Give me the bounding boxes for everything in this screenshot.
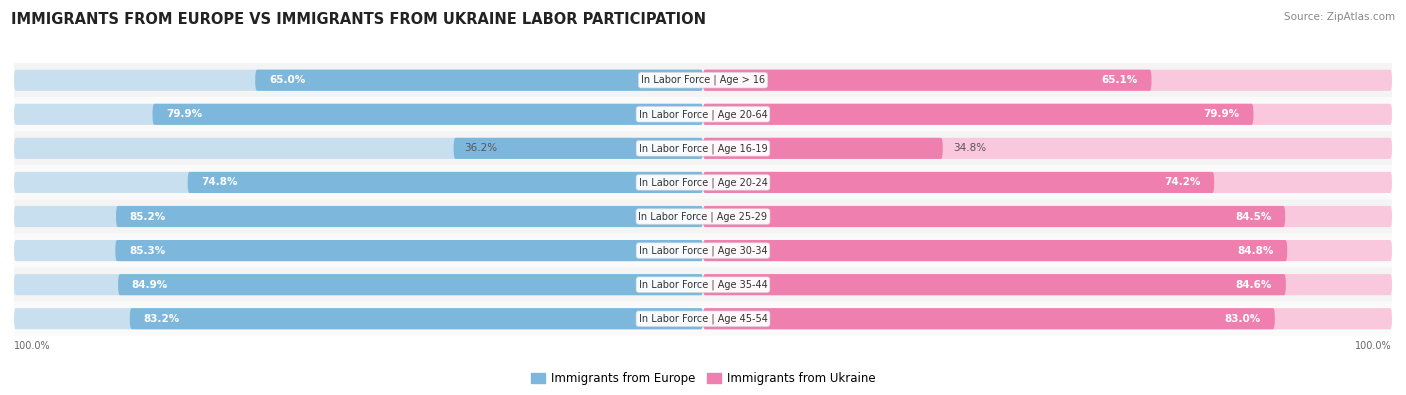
- FancyBboxPatch shape: [115, 240, 703, 261]
- FancyBboxPatch shape: [703, 308, 1392, 329]
- Text: 84.5%: 84.5%: [1234, 211, 1271, 222]
- Text: 65.0%: 65.0%: [269, 75, 305, 85]
- FancyBboxPatch shape: [14, 172, 703, 193]
- FancyBboxPatch shape: [14, 240, 703, 261]
- Text: In Labor Force | Age 30-34: In Labor Force | Age 30-34: [638, 245, 768, 256]
- FancyBboxPatch shape: [14, 104, 703, 125]
- FancyBboxPatch shape: [703, 274, 1392, 295]
- FancyBboxPatch shape: [14, 268, 1392, 302]
- FancyBboxPatch shape: [14, 206, 703, 227]
- FancyBboxPatch shape: [703, 240, 1288, 261]
- FancyBboxPatch shape: [703, 274, 1286, 295]
- FancyBboxPatch shape: [14, 308, 703, 329]
- FancyBboxPatch shape: [14, 302, 1392, 336]
- Text: 84.9%: 84.9%: [132, 280, 169, 290]
- Text: 34.8%: 34.8%: [953, 143, 986, 153]
- Text: In Labor Force | Age > 16: In Labor Force | Age > 16: [641, 75, 765, 85]
- Text: 83.2%: 83.2%: [143, 314, 180, 324]
- FancyBboxPatch shape: [14, 274, 703, 295]
- FancyBboxPatch shape: [703, 104, 1392, 125]
- FancyBboxPatch shape: [129, 308, 703, 329]
- Text: 74.8%: 74.8%: [201, 177, 238, 188]
- Text: 36.2%: 36.2%: [464, 143, 498, 153]
- Text: In Labor Force | Age 25-29: In Labor Force | Age 25-29: [638, 211, 768, 222]
- Text: 100.0%: 100.0%: [1355, 341, 1392, 351]
- FancyBboxPatch shape: [187, 172, 703, 193]
- FancyBboxPatch shape: [703, 138, 943, 159]
- Text: Source: ZipAtlas.com: Source: ZipAtlas.com: [1284, 12, 1395, 22]
- Text: 85.2%: 85.2%: [129, 211, 166, 222]
- FancyBboxPatch shape: [703, 308, 1275, 329]
- FancyBboxPatch shape: [14, 131, 1392, 166]
- FancyBboxPatch shape: [703, 70, 1152, 91]
- FancyBboxPatch shape: [454, 138, 703, 159]
- FancyBboxPatch shape: [152, 104, 703, 125]
- Text: In Labor Force | Age 20-24: In Labor Force | Age 20-24: [638, 177, 768, 188]
- Text: 74.2%: 74.2%: [1164, 177, 1201, 188]
- FancyBboxPatch shape: [254, 70, 703, 91]
- FancyBboxPatch shape: [703, 172, 1215, 193]
- FancyBboxPatch shape: [703, 104, 1254, 125]
- FancyBboxPatch shape: [703, 206, 1285, 227]
- FancyBboxPatch shape: [14, 233, 1392, 268]
- Text: 84.8%: 84.8%: [1237, 246, 1274, 256]
- Text: In Labor Force | Age 35-44: In Labor Force | Age 35-44: [638, 279, 768, 290]
- Text: 79.9%: 79.9%: [166, 109, 202, 119]
- FancyBboxPatch shape: [14, 97, 1392, 131]
- FancyBboxPatch shape: [703, 240, 1392, 261]
- Legend: Immigrants from Europe, Immigrants from Ukraine: Immigrants from Europe, Immigrants from …: [526, 367, 880, 390]
- FancyBboxPatch shape: [703, 138, 1392, 159]
- Text: In Labor Force | Age 20-64: In Labor Force | Age 20-64: [638, 109, 768, 120]
- FancyBboxPatch shape: [117, 206, 703, 227]
- FancyBboxPatch shape: [14, 166, 1392, 199]
- Text: 83.0%: 83.0%: [1225, 314, 1261, 324]
- Text: 84.6%: 84.6%: [1236, 280, 1272, 290]
- Text: 100.0%: 100.0%: [14, 341, 51, 351]
- FancyBboxPatch shape: [118, 274, 703, 295]
- Text: 85.3%: 85.3%: [129, 246, 166, 256]
- Text: IMMIGRANTS FROM EUROPE VS IMMIGRANTS FROM UKRAINE LABOR PARTICIPATION: IMMIGRANTS FROM EUROPE VS IMMIGRANTS FRO…: [11, 12, 706, 27]
- FancyBboxPatch shape: [14, 63, 1392, 97]
- FancyBboxPatch shape: [703, 70, 1392, 91]
- FancyBboxPatch shape: [14, 70, 703, 91]
- FancyBboxPatch shape: [703, 172, 1392, 193]
- Text: 65.1%: 65.1%: [1101, 75, 1137, 85]
- FancyBboxPatch shape: [703, 206, 1392, 227]
- Text: In Labor Force | Age 16-19: In Labor Force | Age 16-19: [638, 143, 768, 154]
- Text: 79.9%: 79.9%: [1204, 109, 1240, 119]
- Text: In Labor Force | Age 45-54: In Labor Force | Age 45-54: [638, 314, 768, 324]
- FancyBboxPatch shape: [14, 138, 703, 159]
- FancyBboxPatch shape: [14, 199, 1392, 233]
